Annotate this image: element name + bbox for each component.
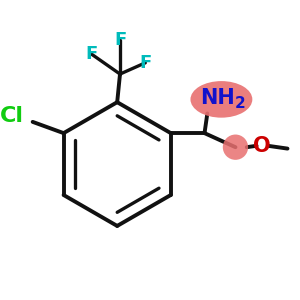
Ellipse shape <box>190 81 252 118</box>
Text: NH: NH <box>200 88 235 108</box>
Text: O: O <box>254 136 271 156</box>
Circle shape <box>223 134 248 160</box>
Text: F: F <box>139 54 152 72</box>
Text: F: F <box>114 31 126 49</box>
Text: Cl: Cl <box>0 106 24 126</box>
Text: 2: 2 <box>234 96 245 111</box>
Text: F: F <box>86 45 98 63</box>
